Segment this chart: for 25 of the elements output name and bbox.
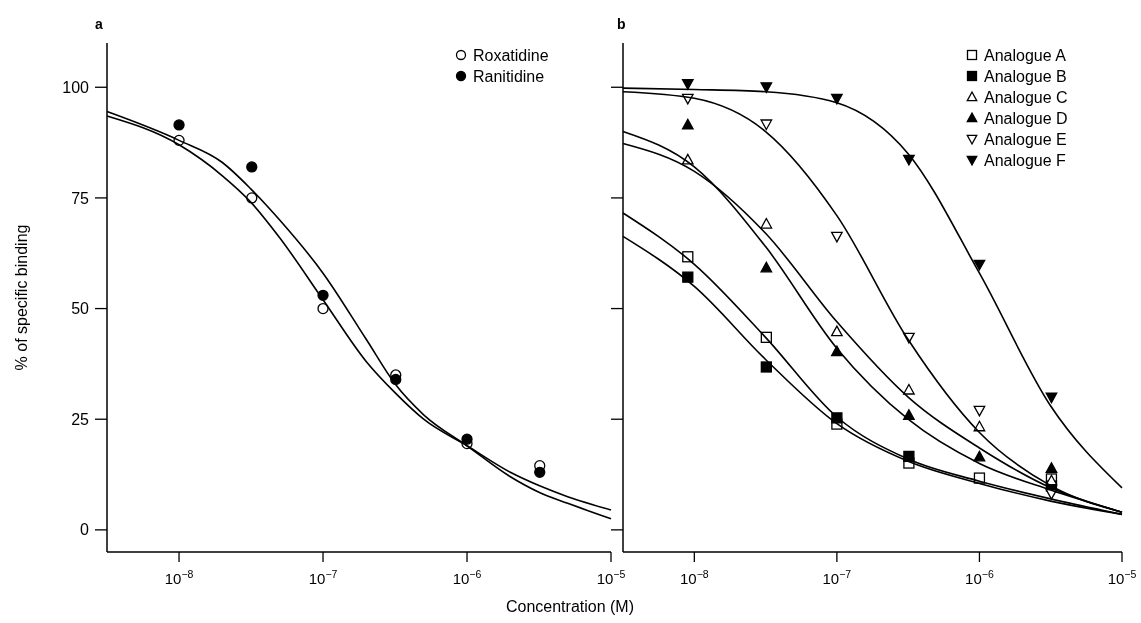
x-tick-label: 10$^{−7}$ (308, 568, 338, 587)
legend-label: Analogue E (984, 130, 1067, 148)
y-tick-label: 50 (71, 300, 90, 318)
x-tick-label: 10$^{−5}$ (1107, 568, 1137, 587)
chart-title: b (617, 16, 626, 32)
legend-label: Roxatidine (473, 46, 549, 64)
y-tick-label: 25 (71, 410, 90, 428)
legend-label: Analogue B (984, 67, 1067, 85)
x-tick-label: 10$^{−7}$ (822, 568, 852, 587)
chart-title: a (95, 16, 103, 32)
x-tick-label: 10$^{−5}$ (596, 568, 626, 587)
legend-label: Analogue F (984, 151, 1067, 169)
y-tick-label: 100 (62, 78, 90, 96)
x-tick-label: 10$^{−8}$ (164, 568, 194, 587)
y-axis-title: % of specific binding (13, 224, 30, 371)
y-tick-label: 0 (80, 521, 90, 539)
legend-label: Analogue A (984, 46, 1067, 64)
y-tick-label: 75 (71, 189, 90, 207)
x-tick-label: 10$^{−6}$ (452, 568, 482, 587)
legend-label: Ranitidine (473, 67, 545, 85)
x-tick-label: 10$^{−8}$ (679, 568, 709, 587)
x-tick-label: 10$^{−6}$ (965, 568, 994, 587)
legend-label: Analogue C (984, 88, 1068, 106)
x-axis-title: Concentration (M) (505, 598, 635, 615)
legend-label: Analogue D (984, 109, 1068, 127)
